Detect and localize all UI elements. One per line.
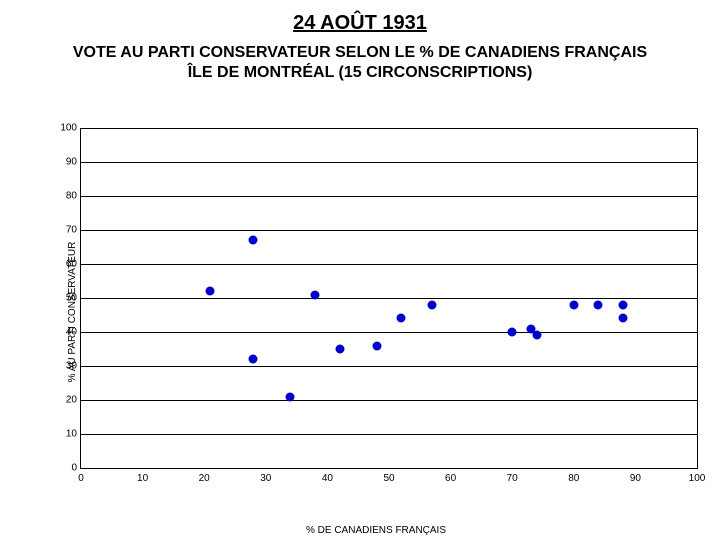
- chart-title: 24 AOÛT 1931: [0, 0, 720, 35]
- scatter-plot: 0102030405060708090100010203040506070809…: [80, 128, 698, 469]
- y-tick-label: 100: [53, 123, 77, 134]
- gridline: [81, 298, 697, 299]
- scatter-point: [335, 345, 344, 354]
- y-tick-label: 40: [53, 327, 77, 338]
- scatter-point: [428, 300, 437, 309]
- x-tick-label: 0: [78, 473, 84, 484]
- scatter-point: [206, 287, 215, 296]
- gridline: [81, 196, 697, 197]
- x-tick-label: 20: [199, 473, 210, 484]
- x-tick-label: 10: [137, 473, 148, 484]
- gridline: [81, 400, 697, 401]
- x-tick-label: 60: [445, 473, 456, 484]
- scatter-point: [372, 341, 381, 350]
- y-tick-label: 50: [53, 293, 77, 304]
- scatter-point: [249, 236, 258, 245]
- gridline: [81, 434, 697, 435]
- gridline: [81, 128, 697, 129]
- scatter-point: [286, 392, 295, 401]
- y-tick-label: 90: [53, 157, 77, 168]
- y-tick-label: 10: [53, 429, 77, 440]
- chart-subtitle: VOTE AU PARTI CONSERVATEUR SELON LE % DE…: [0, 35, 720, 83]
- y-tick-label: 30: [53, 361, 77, 372]
- page: { "title": "24 AOÛT 1931", "subtitle_lin…: [0, 0, 720, 540]
- scatter-point: [569, 300, 578, 309]
- gridline: [81, 230, 697, 231]
- scatter-point: [532, 331, 541, 340]
- gridline: [81, 332, 697, 333]
- y-tick-label: 70: [53, 225, 77, 236]
- gridline: [81, 366, 697, 367]
- scatter-point: [619, 314, 628, 323]
- subtitle-line-2: ÎLE DE MONTRÉAL (15 CIRCONSCRIPTIONS): [188, 64, 533, 81]
- y-tick-label: 60: [53, 259, 77, 270]
- scatter-point: [594, 300, 603, 309]
- chart-container: % AU PARTI CONSERVATEUR 0102030405060708…: [46, 118, 706, 506]
- x-tick-label: 80: [568, 473, 579, 484]
- subtitle-line-1: VOTE AU PARTI CONSERVATEUR SELON LE % DE…: [73, 44, 647, 61]
- gridline: [81, 264, 697, 265]
- x-tick-label: 90: [630, 473, 641, 484]
- scatter-point: [311, 290, 320, 299]
- scatter-point: [508, 328, 517, 337]
- y-tick-label: 80: [53, 191, 77, 202]
- x-tick-label: 30: [260, 473, 271, 484]
- x-axis-label: % DE CANADIENS FRANÇAIS: [46, 525, 706, 536]
- scatter-point: [397, 314, 406, 323]
- x-tick-label: 100: [689, 473, 706, 484]
- scatter-point: [619, 300, 628, 309]
- y-tick-label: 0: [53, 463, 77, 474]
- x-tick-label: 70: [507, 473, 518, 484]
- scatter-point: [249, 355, 258, 364]
- gridline: [81, 162, 697, 163]
- x-tick-label: 50: [383, 473, 394, 484]
- y-tick-label: 20: [53, 395, 77, 406]
- x-tick-label: 40: [322, 473, 333, 484]
